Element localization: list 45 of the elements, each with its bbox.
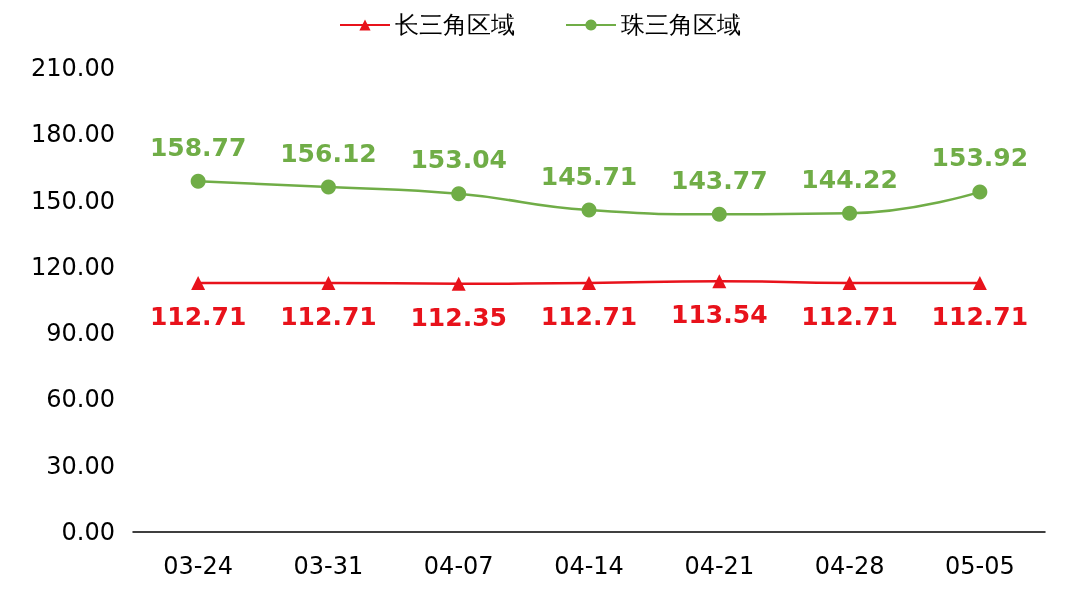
point [972, 184, 988, 200]
point [321, 275, 336, 290]
y-tick-label: 180.00 [31, 120, 115, 149]
data-label: 156.12 [280, 138, 377, 168]
x-tick-label: 03-31 [293, 552, 364, 580]
y-tick-label: 90.00 [46, 319, 115, 348]
point [191, 275, 206, 290]
point [581, 202, 597, 218]
x-tick-label: 05-05 [944, 552, 1015, 580]
y-tick-label: 60.00 [46, 385, 115, 414]
data-label: 158.77 [149, 132, 247, 162]
point [451, 276, 466, 291]
point [451, 186, 467, 202]
legend-label: 珠三角区域 [621, 11, 741, 39]
data-label: 112.71 [931, 301, 1029, 331]
point [712, 274, 727, 289]
data-label: 112.35 [410, 302, 507, 332]
legend-label: 长三角区域 [395, 11, 515, 39]
point [842, 275, 857, 290]
x-tick-label: 04-28 [814, 552, 885, 580]
data-label: 143.77 [671, 165, 768, 195]
data-label: 153.04 [410, 145, 507, 175]
y-tick-label: 210.00 [31, 54, 115, 82]
point [582, 275, 596, 290]
data-label: 112.71 [801, 301, 898, 331]
data-label: 113.54 [671, 300, 768, 330]
data-label: 145.71 [540, 161, 638, 191]
point [190, 173, 206, 189]
data-label: 112.71 [280, 301, 377, 331]
x-tick-label: 03-24 [163, 552, 234, 580]
data-label: 112.71 [540, 301, 638, 331]
y-tick-label: 120.00 [31, 252, 115, 281]
y-tick-label: 0.00 [61, 518, 115, 546]
point [711, 206, 727, 222]
data-label: 144.22 [801, 164, 898, 194]
x-tick-label: 04-14 [554, 552, 624, 580]
x-tick-label: 04-07 [423, 552, 494, 580]
data-label: 112.71 [149, 301, 247, 331]
point [320, 179, 336, 195]
x-tick-label: 04-21 [684, 552, 755, 580]
data-label: 153.92 [931, 143, 1029, 173]
point [842, 205, 858, 221]
point [972, 275, 987, 290]
y-tick-label: 150.00 [31, 186, 115, 215]
y-tick-label: 30.00 [46, 451, 115, 480]
